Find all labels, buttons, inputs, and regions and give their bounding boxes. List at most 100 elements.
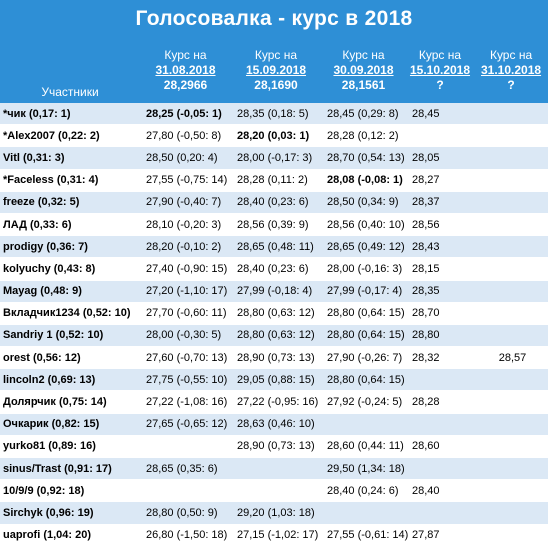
table-row: Sandriy 1 (0,52: 10) 28,00 (-0,30: 5) 28,8… (0, 324, 548, 348)
forecast-cell: 28,35 (406, 280, 474, 303)
forecast-cell: 28,00 (-0,30: 5) (140, 324, 231, 348)
forecast-cell: 28,28 (0,12: 2) (321, 124, 406, 148)
forecast-cell (474, 146, 548, 170)
forecast-cell: 27,20 (-1,10: 17) (140, 280, 231, 303)
forecast-cell: 28,20 (0,03: 1) (231, 124, 321, 148)
forecast-cell (231, 479, 321, 503)
participant-name: Sandriy 1 (0,52: 10) (0, 324, 140, 348)
participant-name: orest (0,56: 12) (0, 346, 140, 370)
forecast-cell: 27,65 (-0,65: 12) (140, 413, 231, 436)
forecast-cell (474, 124, 548, 148)
forecast-cell: 27,99 (-0,18: 4) (231, 280, 321, 303)
column-header: Курс на 30.09.2018 28,1561 (321, 38, 406, 103)
table-row: uaprofi (1,04: 20) 26,80 (-1,50: 18) 27,15… (0, 524, 548, 547)
table-row: Vitl (0,31: 3) 28,50 (0,20: 4) 28,00 (-0,1… (0, 146, 548, 170)
table-row: Долярчик (0,75: 14) 27,22 (-1,08: 16) 27,2… (0, 390, 548, 414)
forecast-cell: 28,28 (406, 390, 474, 414)
forecast-cell (474, 368, 548, 392)
participant-name: *Faceless (0,31: 4) (0, 169, 140, 192)
column-label: Курс на (418, 48, 462, 62)
forecast-cell (140, 479, 231, 503)
forecast-cell: 27,90 (-0,26: 7) (321, 346, 406, 370)
forecast-cell: 28,80 (0,50: 9) (140, 501, 231, 525)
participant-name: Mayag (0,48: 9) (0, 280, 140, 303)
forecast-cell: 27,70 (-0,60: 11) (140, 302, 231, 325)
forecast-cell (474, 524, 548, 547)
forecast-cell (474, 103, 548, 126)
participant-name: uaprofi (1,04: 20) (0, 524, 140, 547)
forecast-cell (474, 457, 548, 481)
table-title: Голосовалка - курс в 2018 (0, 0, 548, 38)
table-row: Очкарик (0,82: 15) 27,65 (-0,65: 12) 28,63… (0, 413, 548, 436)
forecast-cell (474, 280, 548, 303)
column-rate: 28,2966 (163, 78, 208, 92)
forecast-cell: 28,80 (0,63: 12) (231, 302, 321, 325)
table-row: *Alex2007 (0,22: 2) 27,80 (-0,50: 8) 28,20… (0, 124, 548, 148)
column-rate: ? (436, 78, 444, 92)
column-header: Курс на 31.08.2018 28,2966 (140, 38, 231, 103)
forecast-cell: 28,70 (406, 302, 474, 325)
forecast-cell: 28,00 (-0,17: 3) (231, 146, 321, 170)
forecast-cell: 28,80 (0,64: 15) (321, 324, 406, 348)
column-header: Курс на 31.10.2018 ? (474, 38, 548, 103)
forecast-cell: 28,00 (-0,16: 3) (321, 257, 406, 281)
participant-name: sinus/Trast (0,91: 17) (0, 457, 140, 481)
forecast-cell (406, 501, 474, 525)
table-row: orest (0,56: 12) 27,60 (-0,70: 13) 28,90 (… (0, 346, 548, 370)
table-row: Вкладчик1234 (0,52: 10) 27,70 (-0,60: 11)… (0, 302, 548, 325)
column-date: 31.08.2018 (155, 63, 216, 77)
forecast-cell: 28,70 (0,54: 13) (321, 146, 406, 170)
participant-name: Вкладчик1234 (0,52: 10) (0, 302, 140, 325)
forecast-cell (474, 501, 548, 525)
forecast-cell (474, 191, 548, 214)
forecast-cell: 28,37 (406, 191, 474, 214)
table-row: ЛАД (0,33: 6) 28,10 (-0,20: 3) 28,56 (0,39… (0, 213, 548, 237)
forecast-cell: 27,55 (-0,75: 14) (140, 169, 231, 192)
participant-name: Sirchyk (0,96: 19) (0, 501, 140, 525)
forecast-cell: 28,60 (406, 435, 474, 459)
forecast-cell: 27,55 (-0,61: 14) (321, 524, 408, 547)
participant-name: Vitl (0,31: 3) (0, 146, 140, 170)
forecast-cell (321, 413, 406, 436)
forecast-cell (406, 413, 474, 436)
forecast-cell (321, 501, 406, 525)
participant-name: Долярчик (0,75: 14) (0, 390, 140, 414)
column-label: Курс на (254, 48, 298, 62)
table-row: freeze (0,32: 5) 27,90 (-0,40: 7) 28,40 (0… (0, 191, 548, 214)
forecast-cell: 28,35 (0,18: 5) (231, 103, 321, 126)
table-row: *Faceless (0,31: 4) 27,55 (-0,75: 14) 28,2… (0, 169, 548, 192)
forecast-cell (474, 257, 548, 281)
forecast-cell: 28,40 (0,24: 6) (321, 479, 406, 503)
column-label: Курс на (489, 48, 533, 62)
table-row: lincoln2 (0,69: 13) 27,75 (-0,55: 10) 29,0… (0, 368, 548, 392)
forecast-cell (474, 169, 548, 192)
column-header: Курс на 15.09.2018 28,1690 (231, 38, 321, 103)
forecast-cell: 28,57 (474, 346, 548, 370)
forecast-cell: 28,80 (0,63: 12) (231, 324, 321, 348)
forecast-cell: 29,05 (0,88: 15) (231, 368, 321, 392)
participant-name: kolyuchy (0,43: 8) (0, 257, 140, 281)
participant-name: lincoln2 (0,69: 13) (0, 368, 140, 392)
forecast-cell: 28,40 (0,23: 6) (231, 257, 321, 281)
column-header: Курс на 15.10.2018 ? (406, 38, 474, 103)
forecast-cell: 28,45 (0,29: 8) (321, 103, 406, 126)
forecast-cell (474, 213, 548, 237)
forecast-cell: 28,20 (-0,10: 2) (140, 235, 231, 259)
column-rate: 28,1561 (341, 78, 386, 92)
participant-name: freeze (0,32: 5) (0, 191, 140, 214)
forecast-cell: 28,56 (0,39: 9) (231, 213, 321, 237)
forecast-cell (474, 235, 548, 259)
table-row: 10/9/9 (0,92: 18) 28,40 (0,24: 6) 28,40 (0, 479, 548, 503)
column-label: Курс на (342, 48, 385, 62)
forecast-cell: 28,27 (406, 169, 474, 192)
table-row: prodigy (0,36: 7) 28,20 (-0,10: 2) 28,65 (… (0, 235, 548, 259)
forecast-cell (474, 302, 548, 325)
forecast-cell: 28,80 (406, 324, 474, 348)
forecast-cell: 28,65 (0,48: 11) (231, 235, 321, 259)
forecast-cell: 28,56 (406, 213, 474, 237)
forecast-cell (406, 124, 474, 148)
participant-name: *чик (0,17: 1) (0, 103, 140, 126)
forecast-cell: 28,60 (0,44: 11) (321, 435, 406, 459)
forecast-cell: 27,87 (406, 524, 474, 547)
forecast-cell: 28,65 (0,49: 12) (321, 235, 406, 259)
